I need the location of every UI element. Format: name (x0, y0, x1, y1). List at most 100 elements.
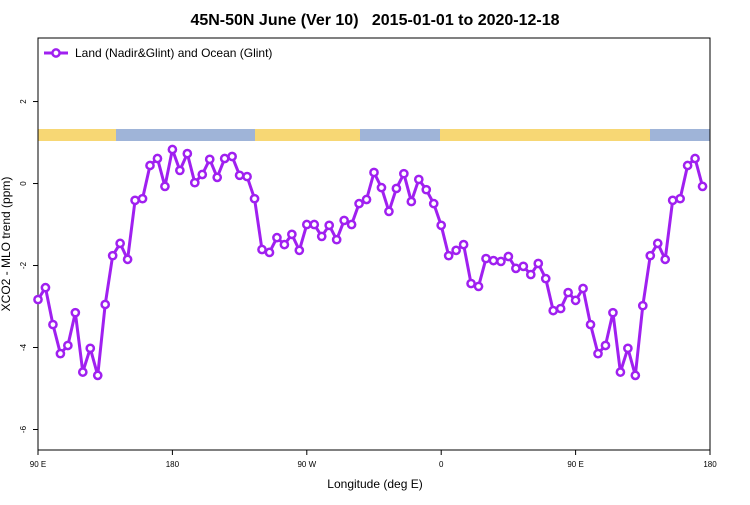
data-point (637, 300, 648, 311)
data-point (623, 343, 633, 354)
data-point (331, 234, 342, 245)
data-point (115, 238, 125, 249)
data-point (92, 370, 103, 381)
data-point (682, 160, 693, 171)
data-point (645, 250, 656, 261)
legend-marker (51, 48, 61, 58)
data-point (85, 343, 96, 354)
data-point (324, 220, 335, 231)
data-point (70, 307, 81, 318)
data-point (555, 303, 566, 314)
data-point (518, 261, 529, 272)
data-point (234, 170, 245, 181)
legend-item: Land (Nadir&Glint) and Ocean (Glint) (44, 46, 272, 60)
data-point (137, 193, 148, 204)
data-point (301, 219, 312, 230)
data-point (219, 153, 230, 164)
chart-title: 45N-50N June (Ver 10) 2015-01-01 to 2020… (190, 12, 559, 29)
data-point (391, 183, 402, 194)
data-point (451, 245, 461, 256)
y-tick-label: -2 (19, 261, 28, 269)
data-point (443, 250, 454, 261)
data-point (100, 299, 111, 310)
y-tick-label: -4 (19, 343, 28, 351)
data-point (540, 273, 551, 284)
data-point (585, 319, 596, 330)
data-point (511, 263, 521, 274)
data-point (503, 251, 514, 262)
data-point (55, 348, 66, 359)
data-point (145, 160, 155, 171)
data-point (40, 282, 51, 293)
data-point (33, 294, 43, 305)
data-point (413, 174, 424, 185)
data-point (384, 206, 394, 217)
data-point (615, 367, 626, 377)
data-point (361, 194, 372, 205)
x-tick-label: 90 E (30, 460, 46, 469)
data-point (675, 193, 685, 204)
data-point (122, 254, 133, 265)
x-tick-label: 90 E (567, 460, 583, 469)
data-point (376, 182, 387, 193)
data-point (197, 169, 208, 180)
data-point (399, 168, 409, 179)
data-point (533, 258, 544, 269)
x-tick-label: 90 W (297, 460, 316, 469)
x-tick-label: 180 (166, 460, 180, 469)
data-point (690, 153, 700, 164)
data-point (77, 367, 88, 377)
data-point (578, 283, 588, 294)
data-point (406, 196, 417, 207)
data-point (264, 247, 275, 258)
data-point (436, 220, 447, 231)
data-point (421, 184, 432, 195)
data-point (182, 148, 193, 159)
data-point (563, 287, 573, 298)
data-point (339, 215, 349, 226)
data-point (279, 239, 290, 250)
land-strip (255, 129, 360, 141)
data-point (593, 348, 603, 359)
data-point (272, 232, 282, 243)
data-point (287, 229, 297, 240)
data-point (428, 198, 439, 209)
data-point (160, 181, 170, 192)
data-point (212, 172, 223, 183)
data-point (473, 281, 484, 292)
land-strip (440, 129, 650, 141)
data-point (130, 195, 140, 206)
x-axis-label: Longitude (deg E) (327, 477, 422, 491)
data-point (652, 238, 663, 249)
y-tick-label: -6 (19, 425, 28, 433)
data-point (242, 171, 252, 182)
x-tick-label: 180 (703, 460, 717, 469)
data-point (570, 295, 581, 306)
y-tick-label: 2 (19, 99, 28, 104)
data-point (294, 245, 305, 256)
data-point (488, 255, 499, 266)
data-point (175, 165, 185, 176)
legend-label: Land (Nadir&Glint) and Ocean (Glint) (75, 46, 272, 60)
data-point (481, 253, 491, 264)
data-point (189, 177, 200, 188)
data-point (48, 319, 58, 330)
data-point (316, 231, 327, 242)
data-point (667, 195, 678, 206)
data-point (660, 254, 671, 265)
data-point (152, 153, 163, 164)
data-point (227, 151, 237, 162)
data-point (525, 269, 536, 280)
data-point (496, 256, 506, 267)
data-point (466, 278, 476, 289)
data-point (249, 193, 260, 204)
y-tick-label: 0 (19, 181, 28, 186)
data-point (167, 144, 178, 155)
series-line (36, 148, 704, 377)
data-point (369, 167, 379, 178)
data-point (458, 239, 469, 250)
data-point (354, 198, 364, 209)
